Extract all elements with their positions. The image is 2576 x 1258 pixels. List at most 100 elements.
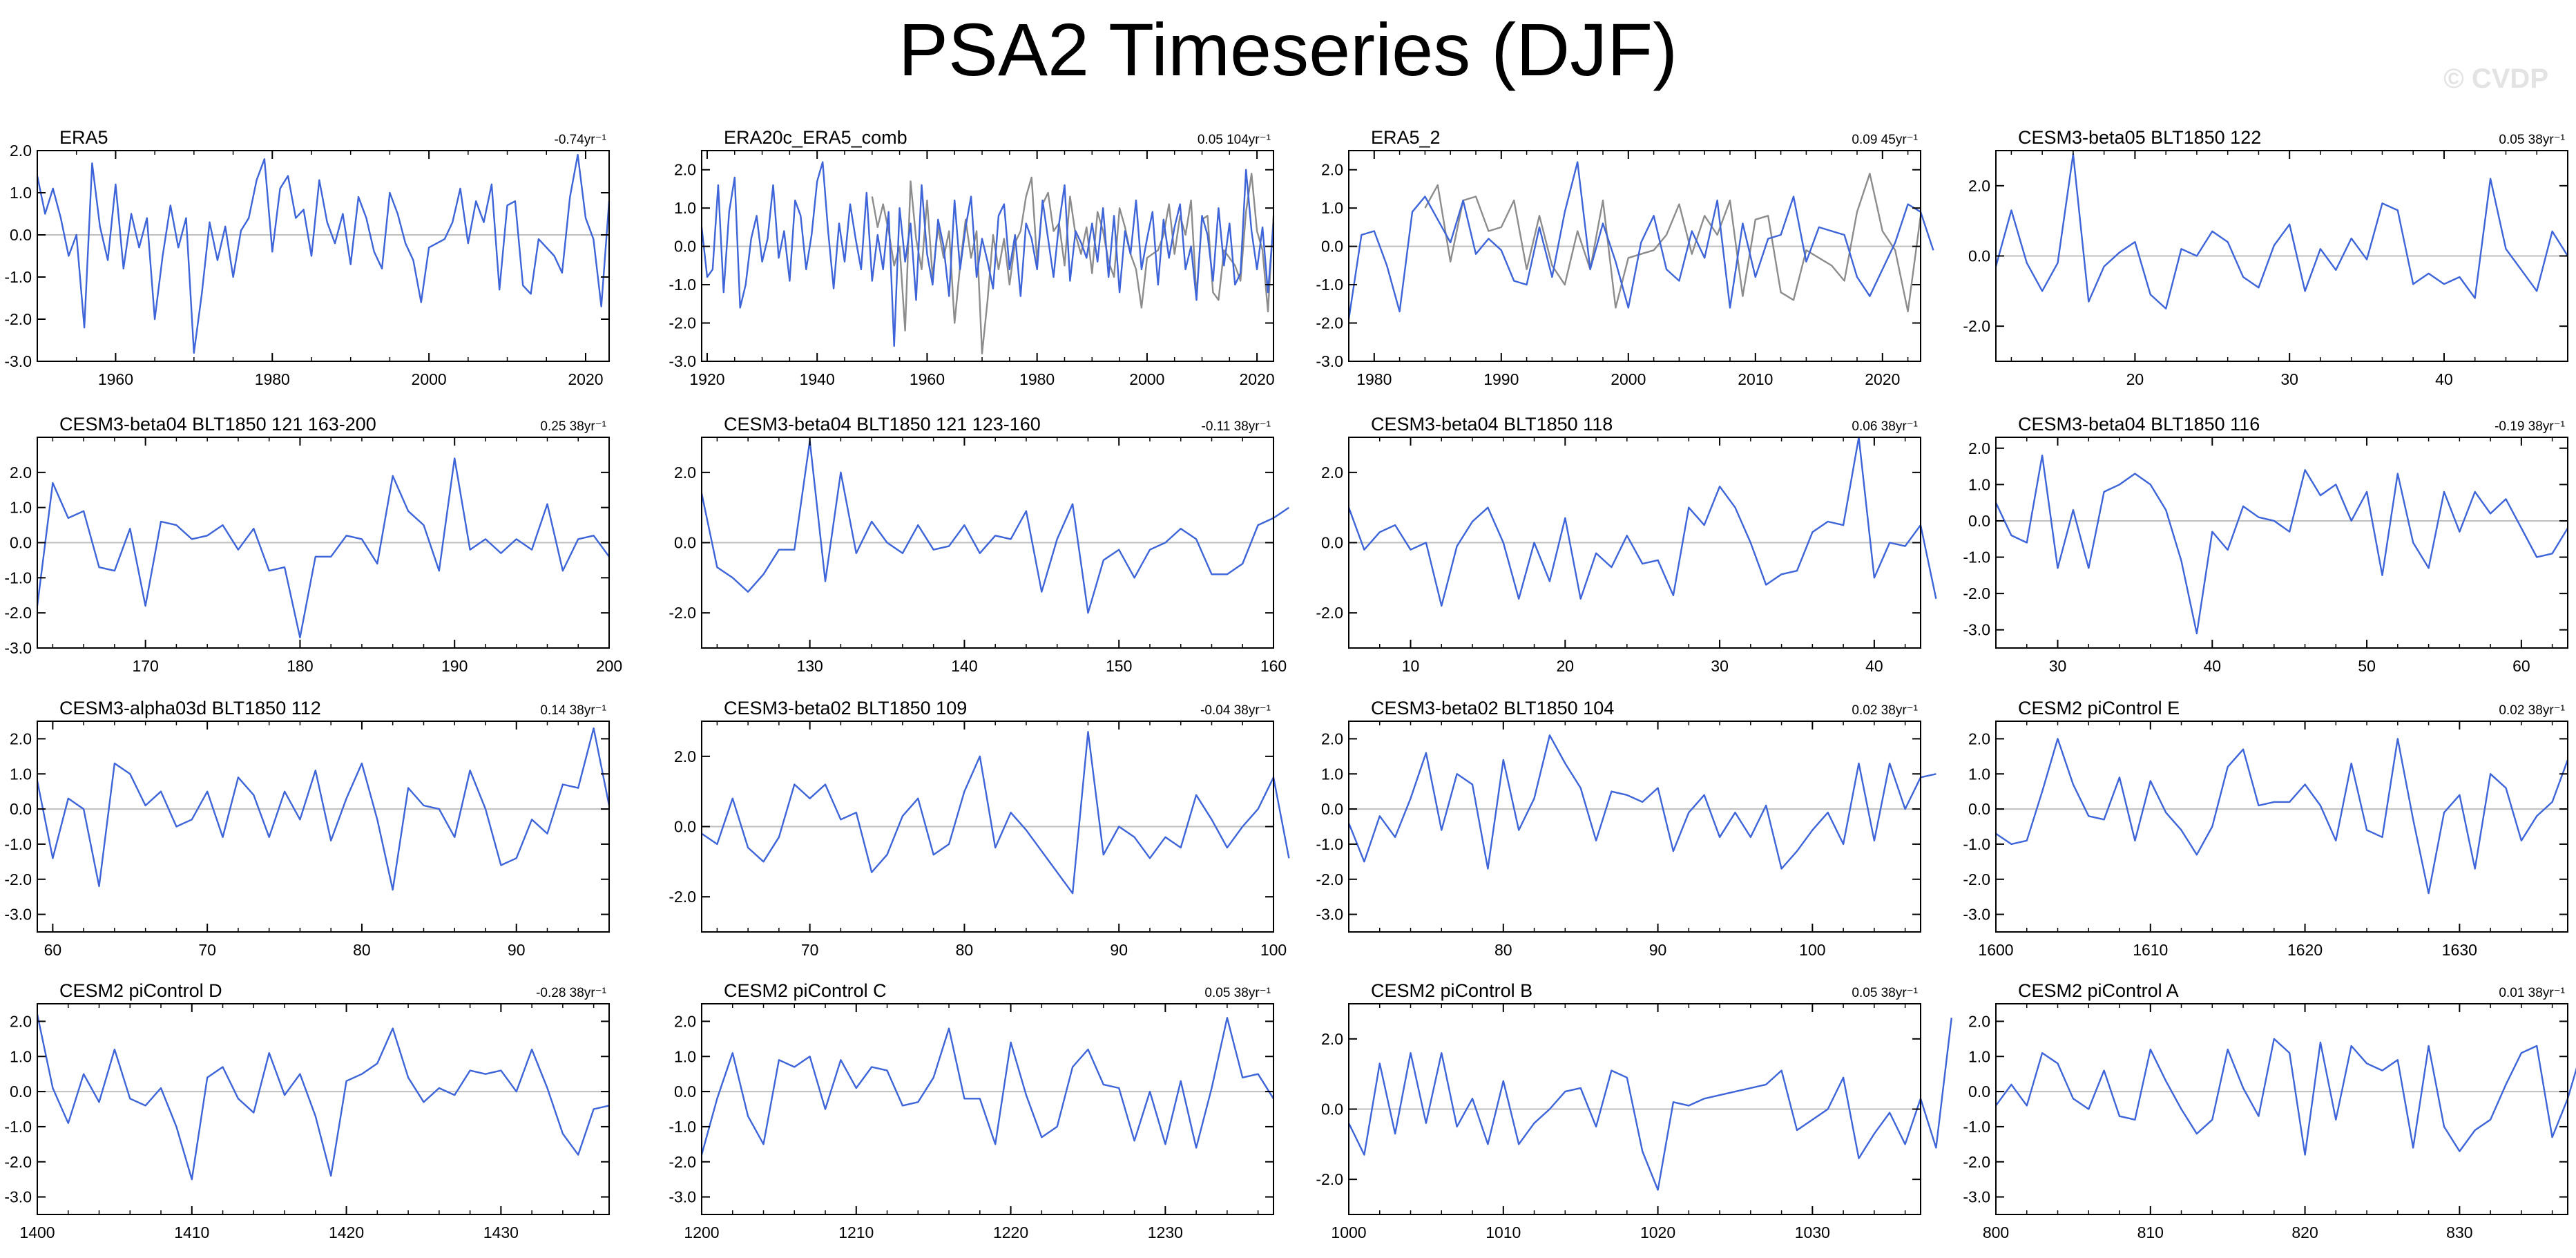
x-tick-label: 2000 [1611,370,1646,388]
y-tick-label: -2.0 [4,604,32,622]
panel-12: CESM2 piControl E 0.02 38yr⁻¹ -3.0 -2.0 -1.0… [1963,698,2569,959]
y-tick-label: 0.0 [1968,512,1990,530]
x-tick-label: 80 [1494,941,1512,959]
y-tick-label: 0.0 [674,534,696,552]
plot-frame [701,1003,1274,1215]
y-tick-label: -2.0 [4,870,32,888]
y-tick-label: 0.0 [1968,800,1990,818]
y-tick-label: -3.0 [1316,352,1343,370]
plot-frame [1995,721,2568,933]
x-tick-label: 90 [1649,941,1667,959]
y-tick-label: -1.0 [1316,276,1343,294]
panel-4: CESM3-beta05 BLT1850 122 0.05 38yr⁻¹ -2.0 0… [1963,127,2569,388]
x-tick-label: 60 [44,941,62,959]
series-line-era5 [1424,173,1922,313]
y-tick-label: 2.0 [10,1012,32,1030]
y-tick-label: -3.0 [1963,906,1990,924]
panel-10: CESM3-beta02 BLT1850 109 -0.04 38yr⁻¹ -2.0… [669,698,1290,959]
y-tick-label: -1.0 [4,569,32,587]
x-tick-label: 2020 [568,370,603,388]
x-tick-label: 1980 [1356,370,1392,388]
x-tick-label: 1010 [1486,1223,1521,1241]
y-tick-label: 2.0 [1321,1030,1343,1048]
y-tick-label: 0.0 [10,1083,32,1100]
y-tick-label: 1.0 [1968,475,1990,493]
y-tick-label: 2.0 [674,747,696,765]
x-tick-label: 1980 [255,370,290,388]
plot-frame [701,150,1274,362]
y-tick-label: 2.0 [10,730,32,747]
x-tick-label: 30 [2049,657,2067,675]
panel-title: CESM2 piControl C [724,980,887,1001]
y-tick-label: 2.0 [1968,1012,1990,1030]
panel-title: CESM3-beta04 BLT1850 116 [2018,414,2260,435]
y-tick-label: -2.0 [669,604,696,622]
x-tick-label: 2000 [1129,370,1164,388]
panel-title: CESM3-beta04 BLT1850 118 [1371,414,1613,435]
y-tick-label: 1.0 [1968,765,1990,783]
panel-9: CESM3-alpha03d BLT1850 112 0.14 38yr⁻¹ -3.… [4,698,611,959]
x-tick-label: 20 [1557,657,1575,675]
x-tick-label: 60 [2512,657,2530,675]
y-tick-label: -2.0 [1316,314,1343,332]
panel-5: CESM3-beta04 BLT1850 121 163-200 0.25 38y… [4,414,622,675]
x-tick-label: 1000 [1331,1223,1366,1241]
plot-frame [37,150,610,362]
y-tick-label: 2.0 [1968,177,1990,195]
x-tick-label: 1610 [2133,941,2168,959]
y-tick-label: -2.0 [1316,870,1343,888]
plot-frame [1348,150,1921,362]
y-tick-label: -3.0 [4,1188,32,1206]
panel-14: CESM2 piControl C 0.05 38yr⁻¹ -3.0 -2.0 -1.0… [669,980,1275,1241]
x-tick-label: 40 [2204,657,2222,675]
panel-11: CESM3-beta02 BLT1850 104 0.02 38yr⁻¹ -3.0 -… [1316,698,1936,959]
x-tick-label: 2010 [1738,370,1773,388]
x-tick-label: 20 [2126,370,2144,388]
y-tick-label: -2.0 [1316,1170,1343,1188]
y-tick-label: 1.0 [1968,1047,1990,1065]
x-tick-label: 50 [2358,657,2376,675]
x-tick-label: 1600 [1978,941,2013,959]
trend-label: 0.05 104yr⁻¹ [1198,133,1271,147]
x-tick-label: 150 [1106,657,1132,675]
y-tick-label: 2.0 [1968,439,1990,457]
trend-label: -0.28 38yr⁻¹ [536,986,606,1000]
series-line-sim [1995,455,2569,635]
x-tick-label: 2000 [412,370,447,388]
x-tick-label: 810 [2137,1223,2164,1241]
x-tick-label: 1210 [838,1223,874,1241]
y-tick-label: 2.0 [1321,161,1343,179]
series-line-sim [1995,1038,2576,1156]
x-tick-label: 820 [2291,1223,2318,1241]
x-tick-label: 1430 [483,1223,519,1241]
y-tick-label: 0.0 [674,818,696,836]
plot-frame [1995,437,2568,649]
y-tick-label: -3.0 [669,352,696,370]
trend-label: -0.74yr⁻¹ [555,133,607,147]
y-tick-label: -2.0 [4,1153,32,1171]
trend-label: 0.01 38yr⁻¹ [2499,986,2565,1000]
panel-title: CESM3-beta04 BLT1850 121 123-160 [724,414,1041,435]
trend-label: 0.09 45yr⁻¹ [1852,133,1918,147]
y-tick-label: -3.0 [4,352,32,370]
y-tick-label: 0.0 [1321,800,1343,818]
x-tick-label: 40 [1865,657,1883,675]
x-tick-label: 800 [1983,1223,2009,1241]
plot-frame [1348,721,1921,933]
x-tick-label: 200 [596,657,622,675]
panel-title: CESM3-beta02 BLT1850 109 [724,698,967,718]
series-line-era5 [36,153,611,354]
x-tick-label: 1020 [1640,1223,1675,1241]
y-tick-label: 2.0 [10,464,32,482]
y-tick-label: 2.0 [674,161,696,179]
trend-label: 0.14 38yr⁻¹ [540,703,606,718]
x-tick-label: 140 [951,657,977,675]
x-tick-label: 830 [2446,1223,2472,1241]
trend-label: -0.11 38yr⁻¹ [1202,419,1271,434]
panel-title: ERA20c_ERA5_comb [724,127,907,148]
panel-title: CESM3-beta02 BLT1850 104 [1371,698,1614,718]
panel-title: CESM3-alpha03d BLT1850 112 [59,698,321,718]
y-tick-label: -2.0 [1963,870,1990,888]
x-tick-label: 90 [508,941,526,959]
